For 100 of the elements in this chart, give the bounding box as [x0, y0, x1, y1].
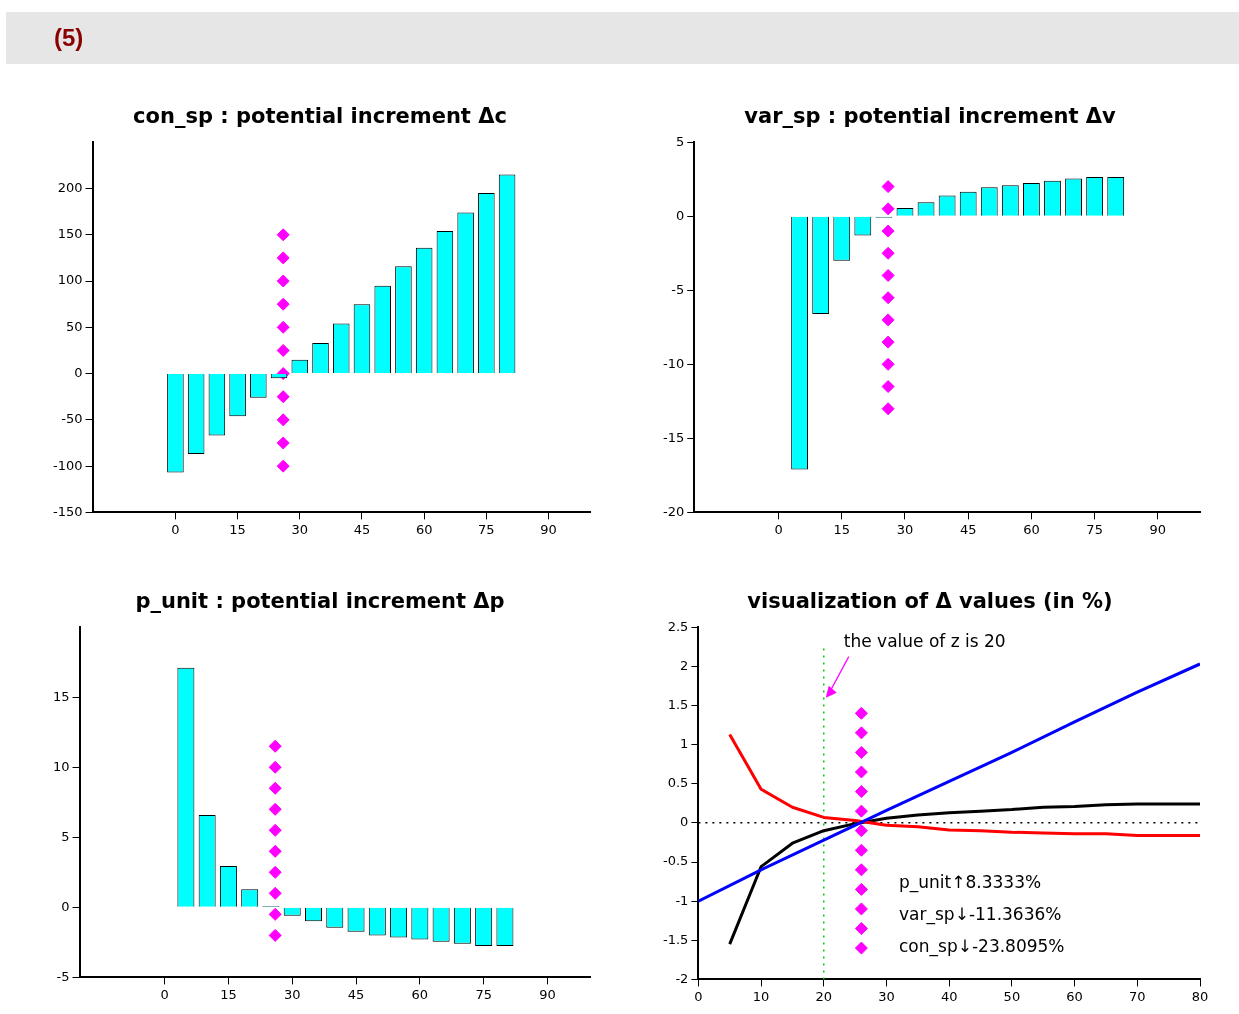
point	[268, 844, 282, 858]
x-tick-label: 40	[940, 988, 958, 1004]
point	[854, 804, 868, 818]
x-tick-label: 90	[539, 986, 556, 1002]
x-tick-label: 75	[1086, 521, 1103, 537]
point	[268, 760, 282, 774]
x-tick-label: 10	[752, 988, 770, 1004]
point	[881, 224, 895, 238]
y-tick-label: 0	[74, 364, 83, 380]
y-tick-label: -100	[52, 457, 83, 473]
x-tick-label: 50	[1003, 988, 1021, 1004]
y-tick-label: 5	[61, 828, 70, 844]
y-tick-label: -150	[52, 503, 83, 519]
y-tick-label: -1.5	[662, 931, 689, 947]
y-tick-label: -50	[61, 411, 83, 427]
text: (5)	[54, 24, 84, 52]
x-tick-label: 0	[774, 521, 783, 537]
point	[854, 745, 868, 759]
x-tick-label: 30	[878, 988, 895, 1004]
y-tick-label: 2	[680, 657, 689, 673]
y-tick-label: 5	[675, 133, 685, 149]
y-tick-label: 1	[680, 735, 689, 751]
y-tick-label: -20	[663, 503, 685, 519]
x-tick-label: 60	[1066, 988, 1083, 1004]
chart-title: visualization of Δ values (in %)	[747, 589, 1113, 614]
y-tick-label: 100	[57, 272, 83, 288]
x-tick-label: 0	[694, 988, 703, 1004]
point	[854, 765, 868, 779]
y-tick-label: -5	[56, 968, 70, 984]
point	[268, 907, 282, 921]
point	[276, 274, 290, 288]
point	[881, 202, 895, 216]
annotation: the value of z is 20	[843, 631, 1006, 652]
x-tick-label: 60	[415, 521, 433, 537]
y-tick-label: -15	[663, 429, 685, 445]
x-tick-label: 75	[475, 986, 492, 1002]
x-tick-label: 60	[411, 986, 429, 1002]
y-tick-label: -10	[663, 355, 685, 371]
chart-title: con_sp : potential increment Δc	[133, 104, 507, 129]
y-tick-label: 0	[675, 207, 685, 223]
x-tick-label: 20	[815, 988, 833, 1004]
point	[881, 357, 895, 371]
x-tick-label: 45	[353, 521, 371, 537]
y-tick-label: 0	[680, 814, 689, 830]
point	[854, 726, 868, 740]
y-tick-label: 10	[53, 758, 70, 774]
point	[881, 246, 895, 260]
y-tick-label: 0.5	[667, 775, 689, 791]
y-tick-label: -2	[675, 970, 689, 986]
chart-title: var_sp : potential increment Δv	[744, 104, 1117, 129]
point	[276, 343, 290, 357]
y-tick-label: -0.5	[662, 853, 689, 869]
point	[881, 291, 895, 305]
point	[268, 928, 282, 942]
point	[268, 865, 282, 879]
point	[268, 823, 282, 837]
x-tick-label: 90	[1149, 521, 1167, 537]
y-tick-label: 200	[57, 179, 83, 195]
y-tick-label: -5	[671, 281, 685, 297]
x-tick-label: 15	[833, 521, 851, 537]
point	[276, 413, 290, 427]
x-tick-label: 80	[1191, 988, 1209, 1004]
x-tick-label: 45	[959, 521, 977, 537]
point	[881, 313, 895, 327]
y-tick-label: 2.5	[667, 618, 689, 634]
x-tick-label: 70	[1129, 988, 1146, 1004]
x-tick-label: 30	[283, 986, 301, 1002]
point	[854, 824, 868, 838]
point	[881, 268, 895, 282]
x-tick-label: 90	[540, 521, 557, 537]
y-tick-label: -1	[675, 892, 689, 908]
y-tick-label: 15	[53, 688, 70, 704]
point	[881, 335, 895, 349]
point	[276, 297, 290, 311]
point	[854, 902, 868, 916]
point	[854, 843, 868, 857]
annotation: var_sp↓-11.3636%	[899, 903, 1062, 925]
chart-title: p_unit : potential increment Δp	[135, 589, 505, 614]
point	[268, 739, 282, 753]
point	[881, 180, 895, 194]
y-tick-label: 1.5	[667, 696, 689, 712]
point	[881, 402, 895, 416]
point	[276, 436, 290, 450]
point	[276, 228, 290, 242]
point	[854, 785, 868, 799]
point	[268, 886, 282, 900]
point	[276, 320, 290, 334]
point	[276, 459, 290, 473]
y-tick-label: 0	[61, 898, 70, 914]
x-tick-label: 0	[160, 986, 169, 1002]
x-tick-label: 45	[347, 986, 365, 1002]
point	[854, 941, 868, 955]
x-tick-label: 15	[229, 521, 246, 537]
point	[276, 251, 290, 265]
annotation: con_sp↓-23.8095%	[899, 935, 1065, 957]
y-tick-label: 150	[57, 226, 83, 242]
point	[854, 922, 868, 936]
point	[881, 380, 895, 394]
point	[854, 863, 868, 877]
y-tick-label: 50	[65, 318, 83, 334]
